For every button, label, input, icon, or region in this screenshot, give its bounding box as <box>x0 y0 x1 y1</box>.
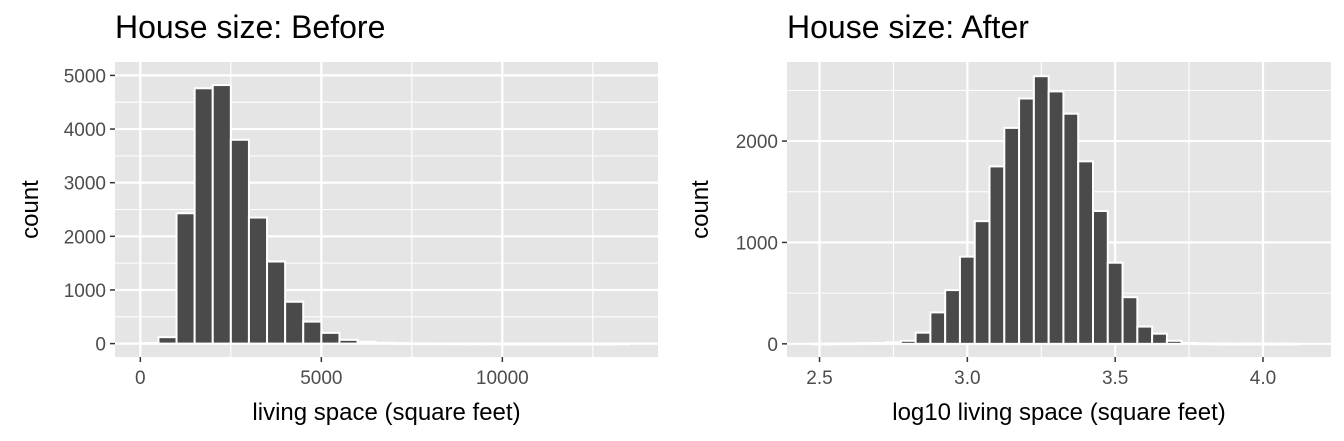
y-tick-label: 0 <box>767 335 778 356</box>
x-tick-label: 2.5 <box>806 368 832 389</box>
histogram-bar <box>519 342 540 346</box>
histogram-bar <box>609 342 631 346</box>
histogram-bar <box>1032 75 1050 345</box>
y-tick-label: 4000 <box>64 120 106 141</box>
histogram-bar <box>465 342 486 346</box>
histogram-bar <box>501 342 522 346</box>
histogram-bar <box>885 341 902 345</box>
histogram-bar <box>1121 296 1139 345</box>
chart-title: House size: After <box>787 9 1029 45</box>
histogram-bar <box>338 338 359 345</box>
histogram-bar <box>1180 342 1198 345</box>
histogram-bar <box>229 138 250 345</box>
histogram-bar <box>1254 342 1272 346</box>
histogram-bar <box>988 165 1006 345</box>
histogram-bar <box>1018 97 1035 345</box>
histogram-bar <box>537 342 558 346</box>
histogram-bar <box>302 320 323 345</box>
histogram-bar <box>1269 342 1287 346</box>
histogram-bar <box>428 342 450 346</box>
histogram-bar <box>175 212 196 345</box>
y-tick-label: 1000 <box>64 281 106 302</box>
x-tick-label: 3.5 <box>1102 368 1128 389</box>
histogram-bar <box>247 216 269 345</box>
x-tick-label: 0 <box>135 368 146 389</box>
x-tick-label: 4.0 <box>1250 368 1276 389</box>
histogram-bar <box>1077 160 1095 345</box>
histogram-bar <box>392 342 413 345</box>
y-axis-label: count <box>687 180 714 239</box>
histogram-bar <box>1092 210 1109 345</box>
histogram-bar <box>555 342 576 346</box>
histogram-bar <box>1210 342 1228 346</box>
chart-panel-2: 2.5 3.0 3.5 4.0 0 1000 2000 House size: After lo… <box>687 9 1331 426</box>
histogram-bar <box>899 339 917 345</box>
histogram-bar <box>447 342 468 346</box>
histogram-bar <box>1136 325 1154 345</box>
histogram-bar <box>193 87 214 345</box>
histogram-bar <box>284 300 305 345</box>
y-tick-label: 0 <box>95 335 106 356</box>
histogram-bar <box>929 311 947 345</box>
y-tick-label: 1000 <box>736 233 778 254</box>
x-axis-label: living space (square feet) <box>252 399 520 426</box>
x-axis-label: log10 living space (square feet) <box>892 399 1226 426</box>
histogram-bar <box>1047 90 1065 345</box>
histogram-bar <box>944 289 961 345</box>
histogram-bar <box>958 255 976 345</box>
histogram-bar <box>1225 342 1242 346</box>
histogram-bar <box>1062 112 1080 345</box>
histogram-bar <box>483 342 504 346</box>
histogram-bar <box>973 220 991 345</box>
chart-title: House size: Before <box>115 9 385 45</box>
histogram-bar <box>1239 342 1257 346</box>
histogram-bar <box>573 342 594 346</box>
histogram-bar <box>157 336 178 345</box>
histogram-bar <box>855 342 873 346</box>
histogram-bar <box>591 342 612 346</box>
histogram-bar <box>914 331 932 345</box>
histogram-bar <box>1151 332 1168 345</box>
histogram-bar <box>825 342 843 346</box>
histogram-bar <box>1195 342 1213 346</box>
y-tick-label: 5000 <box>64 66 106 87</box>
histogram-bar <box>374 341 395 345</box>
histogram-bar <box>1284 342 1301 346</box>
y-tick-label: 3000 <box>64 174 106 195</box>
histogram-bar <box>356 340 377 345</box>
histogram-bar <box>320 331 341 345</box>
histogram-bar <box>139 342 160 345</box>
x-tick-label: 10000 <box>476 368 529 389</box>
histogram-bar <box>266 260 287 345</box>
histogram-bar <box>840 342 858 346</box>
histogram-bar <box>1165 339 1183 345</box>
y-axis-label: count <box>17 180 44 239</box>
histogram-bar <box>1003 126 1021 345</box>
chart-panel-1: 0 5000 10000 0 1000 2000 3000 4000 5000 House siz… <box>17 9 658 426</box>
histogram-bar <box>811 342 828 346</box>
histogram-bar <box>1106 261 1124 345</box>
y-tick-label: 2000 <box>64 227 106 248</box>
y-tick-label: 2000 <box>736 132 778 153</box>
x-tick-label: 5000 <box>300 368 342 389</box>
x-tick-label: 3.0 <box>954 368 980 389</box>
histogram-bar <box>410 342 431 346</box>
histogram-bar <box>211 84 232 345</box>
histogram-bar <box>870 342 888 345</box>
